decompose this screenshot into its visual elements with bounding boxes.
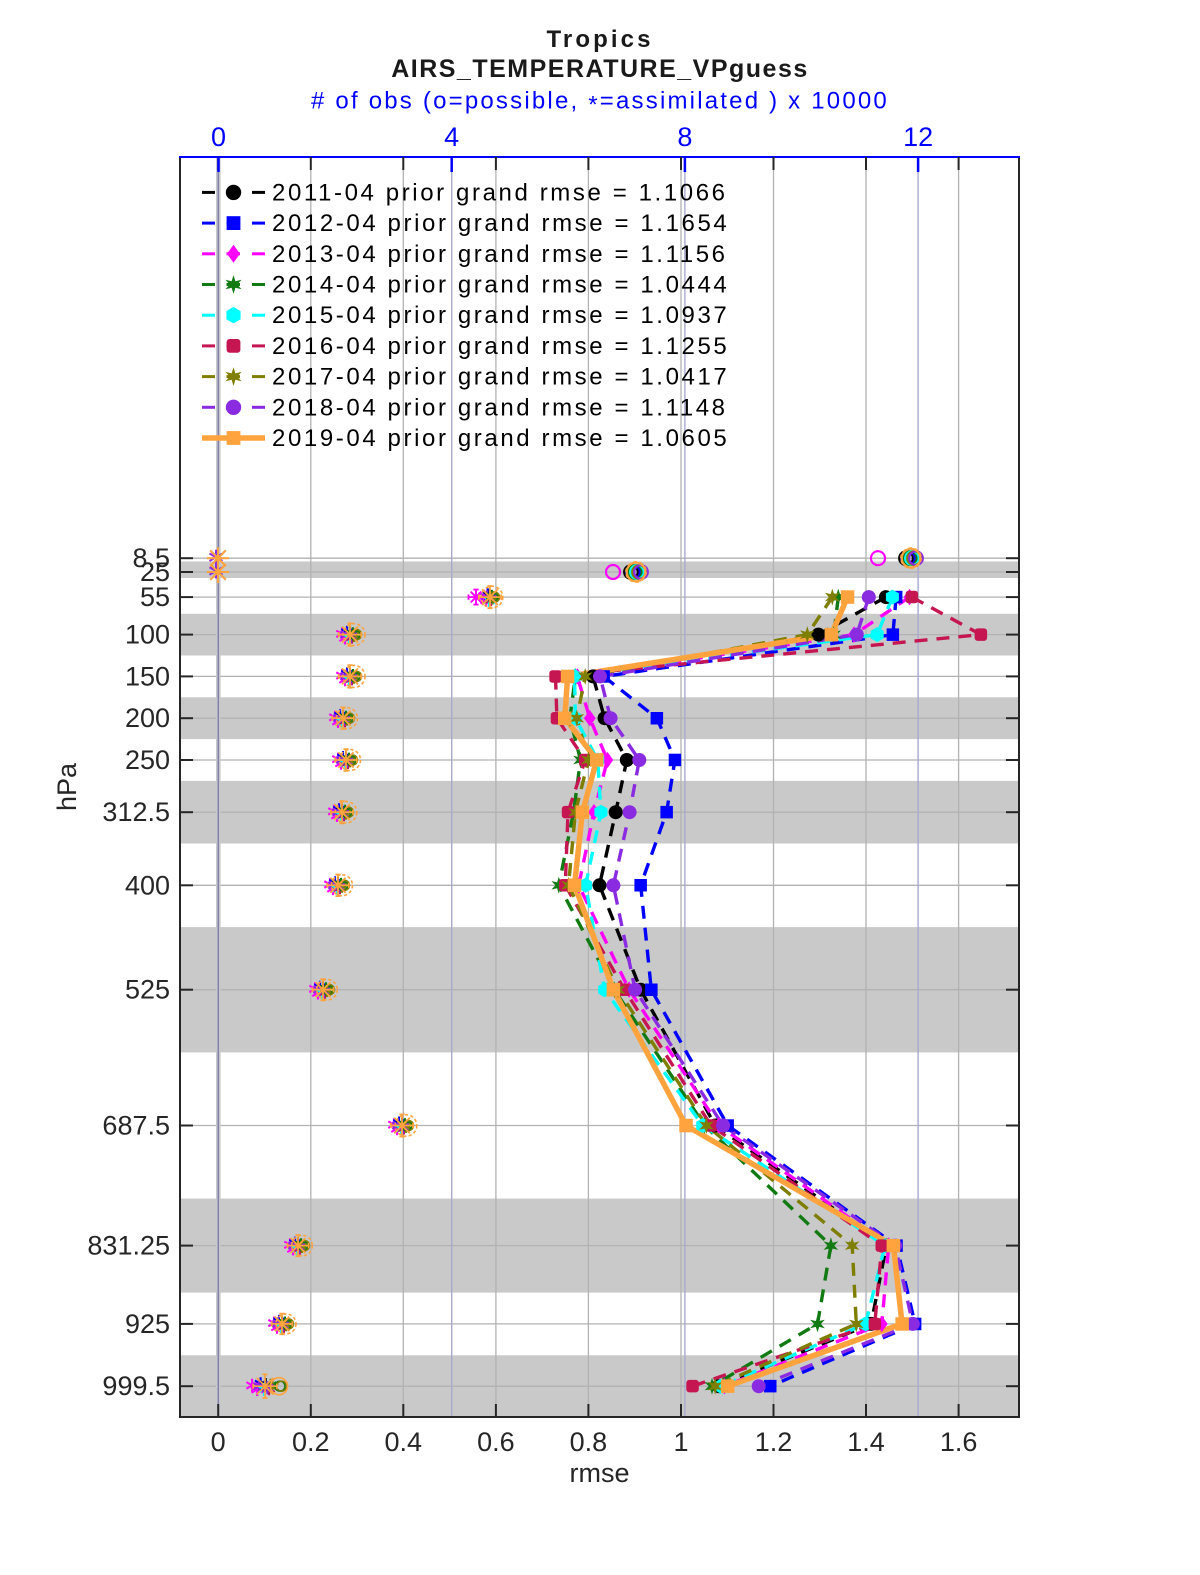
svg-text:2012-04 prior grand rmse = 1.1: 2012-04 prior grand rmse = 1.1654 xyxy=(272,210,729,237)
svg-text:0.8: 0.8 xyxy=(570,1427,608,1457)
svg-text:1.2: 1.2 xyxy=(755,1427,793,1457)
svg-text:12: 12 xyxy=(903,122,933,152)
svg-text:1: 1 xyxy=(673,1427,688,1457)
svg-text:2017-04 prior grand rmse = 1.0: 2017-04 prior grand rmse = 1.0417 xyxy=(272,364,729,391)
svg-text:2016-04 prior grand rmse = 1.1: 2016-04 prior grand rmse = 1.1255 xyxy=(272,333,729,360)
svg-text:1.4: 1.4 xyxy=(847,1427,885,1457)
svg-text:525: 525 xyxy=(125,975,170,1005)
svg-text:0.4: 0.4 xyxy=(385,1427,423,1457)
svg-text:0: 0 xyxy=(211,1427,226,1457)
svg-text:25: 25 xyxy=(140,557,170,587)
svg-text:rmse: rmse xyxy=(570,1458,630,1488)
svg-text:2014-04 prior grand rmse = 1.0: 2014-04 prior grand rmse = 1.0444 xyxy=(272,272,729,299)
svg-text:999.5: 999.5 xyxy=(102,1371,170,1401)
svg-text:0.2: 0.2 xyxy=(292,1427,330,1457)
svg-text:2015-04 prior grand rmse = 1.0: 2015-04 prior grand rmse = 1.0937 xyxy=(272,302,729,329)
svg-text:2019-04 prior grand rmse = 1.0: 2019-04 prior grand rmse = 1.0605 xyxy=(272,425,729,452)
svg-text:1.6: 1.6 xyxy=(940,1427,978,1457)
svg-text:2018-04 prior grand rmse = 1.1: 2018-04 prior grand rmse = 1.1148 xyxy=(272,394,728,421)
svg-text:hPa: hPa xyxy=(52,762,82,811)
svg-text:8.5: 8.5 xyxy=(132,543,170,573)
svg-text:0.6: 0.6 xyxy=(477,1427,515,1457)
svg-text:831.25: 831.25 xyxy=(87,1231,170,1261)
svg-text:# of obs (o=possible, *=assimi: # of obs (o=possible, *=assimilated ) x … xyxy=(311,88,889,119)
svg-text:55: 55 xyxy=(140,582,170,612)
svg-text:4: 4 xyxy=(444,122,459,152)
svg-text:687.5: 687.5 xyxy=(102,1111,170,1141)
svg-text:2011-04 prior grand rmse = 1.1: 2011-04 prior grand rmse = 1.1066 xyxy=(272,179,728,206)
svg-text:400: 400 xyxy=(125,870,170,900)
svg-text:150: 150 xyxy=(125,661,170,691)
svg-text:8: 8 xyxy=(677,122,692,152)
svg-text:0: 0 xyxy=(211,122,226,152)
svg-text:200: 200 xyxy=(125,703,170,733)
svg-text:925: 925 xyxy=(125,1309,170,1339)
svg-text:AIRS_TEMPERATURE_VPguess: AIRS_TEMPERATURE_VPguess xyxy=(391,55,809,83)
svg-text:2013-04 prior grand rmse = 1.1: 2013-04 prior grand rmse = 1.1156 xyxy=(272,241,728,268)
svg-text:312.5: 312.5 xyxy=(102,797,170,827)
svg-text:250: 250 xyxy=(125,745,170,775)
svg-text:Tropics: Tropics xyxy=(546,26,653,53)
svg-text:100: 100 xyxy=(125,620,170,650)
